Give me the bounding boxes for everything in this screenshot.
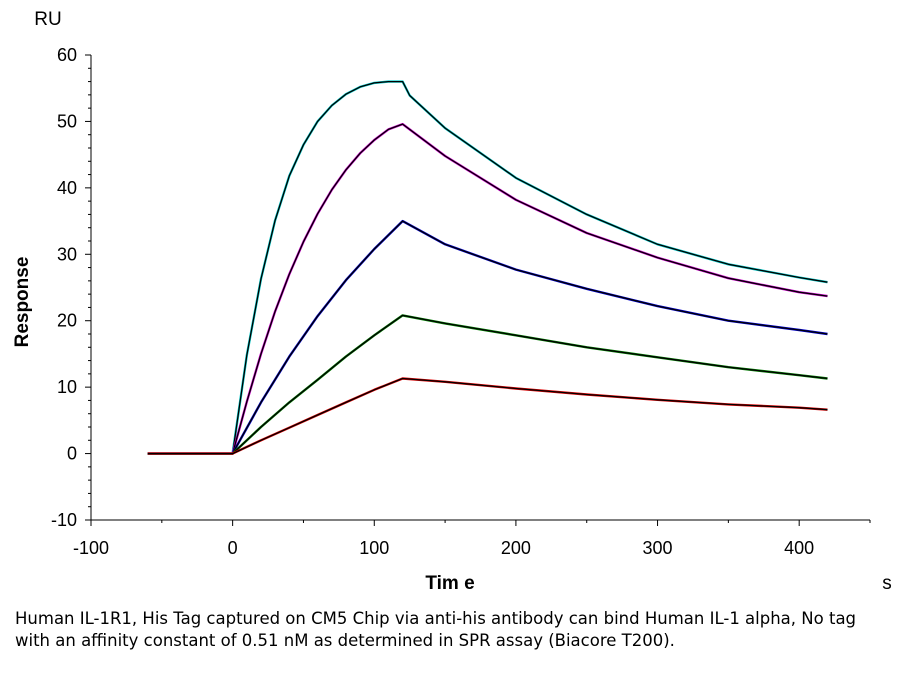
y-tick-label: 30 — [57, 244, 77, 264]
y-tick-label: 60 — [57, 45, 77, 65]
x-axis-title: Tim e — [425, 573, 474, 594]
x-tick-label: 400 — [784, 538, 814, 558]
data-series — [147, 80, 828, 455]
figure-caption: Human IL-1R1, His Tag captured on CM5 Ch… — [15, 609, 857, 650]
series-1-data-curve — [147, 80, 828, 455]
x-tick-label: -100 — [73, 538, 109, 558]
x-tick-label: 0 — [228, 538, 238, 558]
x-tick-label: 300 — [643, 538, 673, 558]
y-tick-label: 0 — [67, 444, 77, 464]
chart-axes — [90, 55, 870, 521]
series-3-fit-curve — [147, 220, 828, 455]
y-tick-label: 50 — [57, 111, 77, 131]
x-tick-label: 100 — [359, 538, 389, 558]
x-unit-label: s — [882, 573, 892, 594]
y-axis-title: Response — [12, 257, 33, 348]
series-2-fit-curve — [147, 123, 828, 455]
series-4-fit-curve — [147, 314, 828, 455]
y-tick-label: 40 — [57, 178, 77, 198]
series-1-fit-curve — [147, 80, 828, 455]
y-tick-label: -10 — [51, 510, 77, 530]
y-tick-label: 10 — [57, 377, 77, 397]
series-5-fit-curve — [147, 377, 828, 455]
y-tick-label: 20 — [57, 311, 77, 331]
x-tick-label: 200 — [501, 538, 531, 558]
y-unit-label: RU — [34, 9, 61, 30]
